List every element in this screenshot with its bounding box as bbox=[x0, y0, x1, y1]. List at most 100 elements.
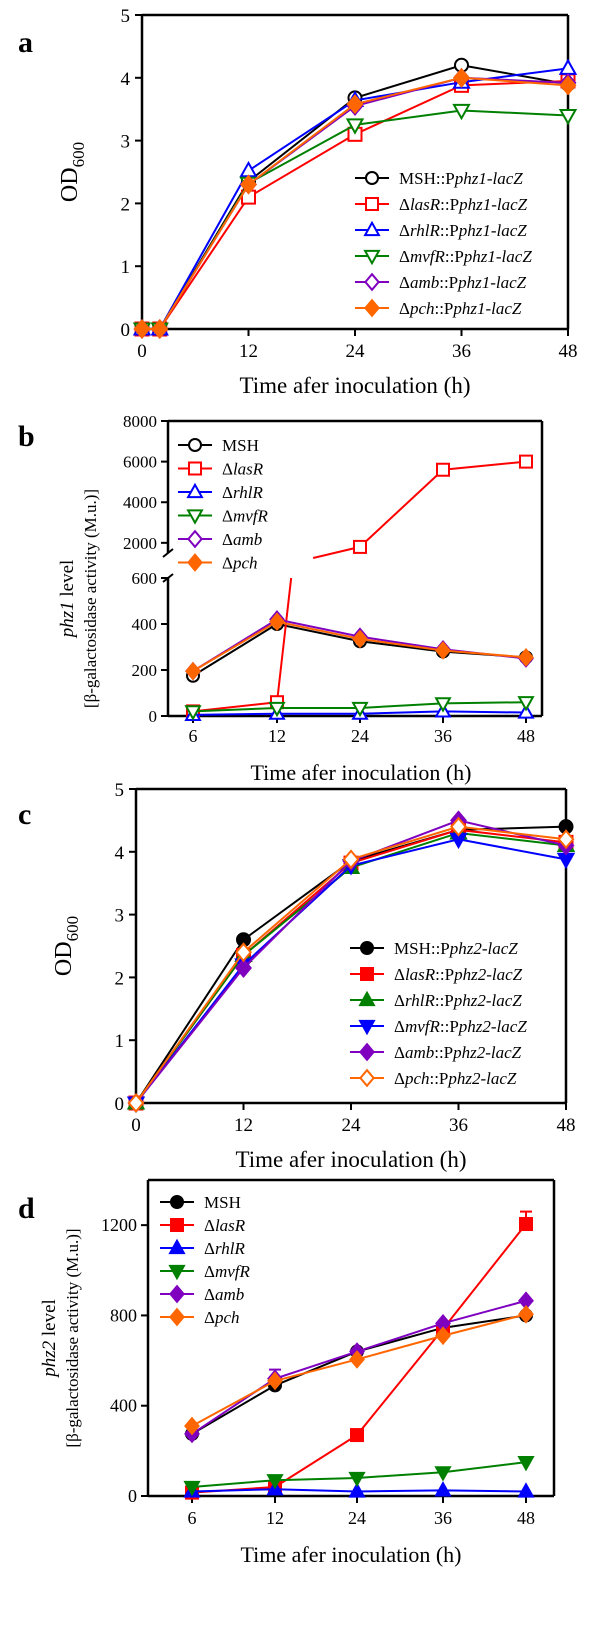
legend-text-part: phz2-lacZ bbox=[447, 1069, 517, 1088]
legend-label: Δpch bbox=[222, 554, 257, 573]
legend-marker bbox=[187, 529, 203, 549]
x-tick-label: 24 bbox=[348, 1508, 366, 1528]
legend-text-part: Δ bbox=[222, 483, 233, 502]
chart-panel-b: 0 200 400 600 2000 4000 6000 8000 6 12 24 36 48 phz1 … bbox=[57, 412, 544, 785]
legend-text-part: Δ bbox=[204, 1239, 215, 1258]
y-axis-label: phz1 level bbox=[57, 560, 78, 640]
legend-marker bbox=[364, 272, 380, 292]
series-line bbox=[191, 1299, 527, 1435]
legend-text-part: Δ bbox=[399, 273, 410, 292]
legend-text-part: mvfR bbox=[233, 507, 269, 526]
data-point bbox=[559, 75, 577, 96]
data-point bbox=[452, 103, 471, 121]
legend-marker bbox=[169, 1307, 185, 1327]
data-point bbox=[435, 641, 451, 660]
panel-label-a: a bbox=[18, 26, 33, 59]
legend-text-part: rhlR bbox=[405, 991, 436, 1010]
legend-text-part: Δ bbox=[222, 530, 233, 549]
legend-label: ΔrhlR::Pphz2-lacZ bbox=[394, 991, 522, 1010]
legend-text-part: pch bbox=[404, 1069, 430, 1088]
legend-label: MSH bbox=[222, 436, 259, 455]
legend-text-part: phz2-lacZ bbox=[453, 991, 523, 1010]
x-axis-label: Time afer inoculation (h) bbox=[235, 1147, 466, 1172]
legend-label: ΔmvfR bbox=[204, 1262, 250, 1281]
legend-text-part: MSH bbox=[204, 1193, 241, 1212]
x-tick-label: 0 bbox=[137, 341, 147, 362]
legend-text-part: phz2-lacZ bbox=[458, 1017, 528, 1036]
legend-label: ΔlasR bbox=[204, 1216, 246, 1235]
legend-label: Δpch::Pphz2-lacZ bbox=[394, 1069, 517, 1088]
legend-text-part: ::P bbox=[445, 247, 464, 266]
y-tick-label: 3 bbox=[121, 132, 131, 153]
data-point bbox=[133, 319, 151, 339]
legend-marker bbox=[169, 1284, 185, 1304]
y-tick-label: 400 bbox=[110, 1396, 137, 1416]
data-point bbox=[450, 816, 467, 837]
legend-text-part: phz2-lacZ bbox=[449, 939, 519, 958]
legend-text-part: MSH bbox=[222, 436, 259, 455]
legend-label: ΔrhlR::Pphz1-lacZ bbox=[399, 221, 527, 240]
legend-text-part: phz1-lacZ bbox=[454, 169, 524, 188]
series-line bbox=[191, 1314, 527, 1435]
legend-text-part: mvfR bbox=[410, 247, 446, 266]
legend-text-part: phz2-lacZ bbox=[453, 965, 523, 984]
x-tick-label: 36 bbox=[434, 1508, 452, 1528]
data-point bbox=[348, 1482, 366, 1498]
legend-text-part: phz1-lacZ bbox=[457, 273, 527, 292]
legend-marker bbox=[363, 220, 381, 237]
data-point bbox=[517, 703, 535, 719]
legend-text-part: ::P bbox=[439, 273, 458, 292]
legend-label: ΔrhlR bbox=[204, 1239, 245, 1258]
data-point bbox=[184, 1416, 200, 1436]
legend-marker bbox=[359, 1068, 375, 1088]
data-point bbox=[184, 705, 202, 721]
legend-text-part: Δ bbox=[222, 554, 233, 573]
x-tick-label: 12 bbox=[239, 341, 258, 362]
series-line bbox=[312, 545, 361, 559]
legend-text-part: phz1-lacZ bbox=[458, 221, 528, 240]
y-tick-label: 1 bbox=[115, 1031, 125, 1052]
legend-marker bbox=[358, 990, 376, 1007]
legend-text-part: mvfR bbox=[405, 1017, 441, 1036]
data-point bbox=[235, 957, 252, 978]
legend-text-part: Δ bbox=[399, 221, 410, 240]
legend-text-part: ::P bbox=[435, 965, 454, 984]
x-tick-label: 0 bbox=[131, 1115, 141, 1136]
legend-label: ΔmvfR::Pphz2-lacZ bbox=[394, 1017, 527, 1036]
y-tick-label: 4000 bbox=[123, 493, 157, 512]
legend-marker bbox=[365, 197, 379, 211]
data-point bbox=[240, 174, 257, 195]
data-point bbox=[557, 829, 575, 850]
series-line bbox=[142, 109, 569, 330]
y-axis-label: phz2 level bbox=[39, 1299, 60, 1379]
legend-text-part: Δ bbox=[222, 460, 233, 479]
x-tick-label: 36 bbox=[452, 341, 471, 362]
data-point bbox=[350, 1428, 364, 1443]
data-point bbox=[434, 1466, 452, 1482]
legend-marker bbox=[363, 249, 381, 266]
legend-text-part: rhlR bbox=[410, 221, 441, 240]
legend-text-part: amb bbox=[410, 273, 439, 292]
legend-text-part: lasR bbox=[215, 1216, 246, 1235]
y-axis-label-subscript: 600 bbox=[69, 142, 88, 168]
legend-text-part: amb bbox=[215, 1285, 244, 1304]
data-point bbox=[239, 160, 258, 178]
x-tick-label: 12 bbox=[266, 1508, 284, 1528]
y-tick-label: 4 bbox=[121, 69, 131, 90]
legend-marker bbox=[170, 1195, 184, 1209]
legend-text-part: MSH::P bbox=[394, 939, 450, 958]
y-tick-label: 3 bbox=[115, 906, 125, 927]
legend-marker bbox=[168, 1264, 186, 1281]
y-tick-label: 0 bbox=[149, 707, 158, 726]
legend-text-part: MSH::P bbox=[399, 169, 455, 188]
legend-label: MSH::Pphz1-lacZ bbox=[399, 169, 523, 188]
data-point bbox=[235, 942, 252, 963]
data-point bbox=[346, 94, 364, 115]
data-point bbox=[266, 1474, 284, 1490]
legend-text-part: pch bbox=[232, 554, 258, 573]
legend-text-part: phz2-lacZ bbox=[452, 1043, 522, 1062]
x-tick-label: 36 bbox=[434, 726, 452, 746]
